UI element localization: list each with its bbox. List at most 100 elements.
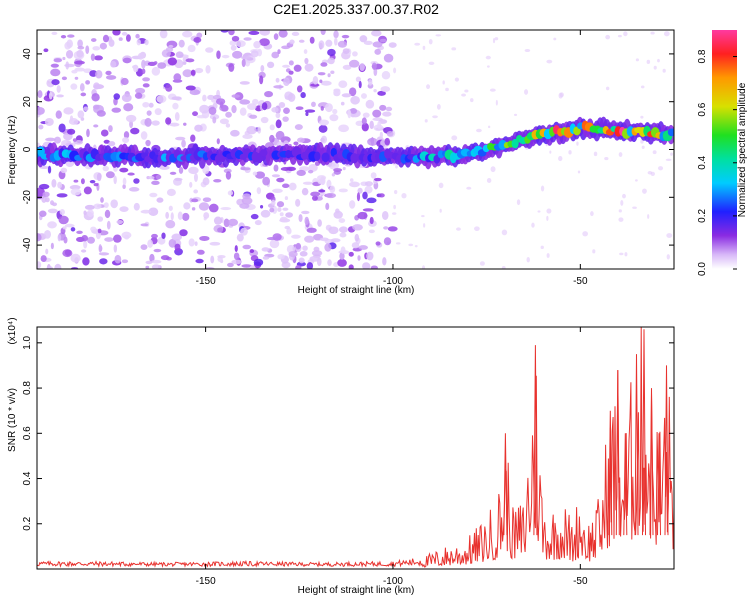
heatmap-speckle — [209, 241, 221, 246]
heatmap-speckle — [296, 85, 303, 93]
heatmap-x-tick-label: -50 — [573, 276, 588, 287]
heatmap-speckle — [177, 211, 183, 220]
heatmap-speckle — [379, 131, 383, 139]
heatmap-speckle — [179, 229, 188, 237]
heatmap-speckle — [228, 30, 235, 36]
heatmap-speckle — [232, 50, 243, 59]
heatmap-speckle — [39, 165, 50, 170]
heatmap-speckle — [479, 261, 485, 266]
snr-peak — [634, 354, 639, 536]
heatmap-speckle — [121, 231, 132, 239]
heatmap-speckle — [42, 191, 50, 198]
heatmap-speckle — [154, 108, 162, 116]
heatmap-speckle — [140, 131, 148, 140]
heatmap-speckle — [38, 210, 47, 217]
heatmap-speckle — [240, 55, 252, 60]
heatmap-speckle — [144, 117, 152, 127]
heatmap-speckle — [320, 62, 328, 67]
heatmap-speckle — [540, 185, 545, 192]
heatmap-speckle — [121, 259, 129, 264]
heatmap-speckle — [160, 255, 170, 261]
heatmap-speckle — [347, 109, 352, 119]
snr-y-scale-label: (x10⁴) — [7, 317, 18, 344]
heatmap-speckle — [432, 115, 438, 119]
heatmap-speckle — [622, 193, 626, 199]
snr-background — [37, 327, 674, 569]
heatmap-speckle — [72, 138, 77, 142]
heatmap-speckle — [100, 197, 104, 203]
heatmap-speckle — [122, 177, 127, 186]
heatmap-speckle — [239, 81, 250, 85]
heatmap-speckle — [476, 128, 482, 133]
heatmap-speckle — [196, 32, 203, 39]
heatmap-speckle — [590, 211, 594, 217]
heatmap-speckle — [151, 66, 161, 76]
heatmap-speckle — [377, 120, 382, 130]
heatmap-speckle — [122, 57, 132, 64]
heatmap-speckle — [383, 237, 392, 246]
heatmap-speckle — [316, 257, 322, 267]
heatmap-speckle — [243, 37, 252, 41]
heatmap-speckle — [240, 167, 251, 171]
heatmap-speckle — [248, 30, 260, 36]
heatmap-speckle — [85, 80, 91, 85]
heatmap-speckle — [320, 106, 324, 111]
heatmap-speckle — [546, 59, 553, 64]
heatmap-speckle — [193, 37, 202, 43]
heatmap-speckle — [319, 79, 323, 84]
heatmap-speckle — [329, 185, 336, 193]
heatmap-speckle — [92, 104, 100, 110]
heatmap-speckle — [333, 37, 338, 46]
heatmap-speckle — [379, 38, 387, 43]
heatmap-speckle — [356, 192, 361, 202]
heatmap-speckle — [317, 72, 326, 76]
heatmap-speckle — [422, 265, 426, 269]
heatmap-speckle — [604, 157, 609, 161]
heatmap-speckle — [371, 62, 377, 71]
heatmap-speckle — [254, 171, 266, 179]
heatmap-speckle — [108, 125, 113, 133]
heatmap-x-tick-label: -150 — [196, 276, 216, 287]
heatmap-speckle — [169, 171, 177, 175]
heatmap-speckle — [111, 107, 122, 113]
snr-y-tick-label: 0.6 — [22, 426, 33, 440]
heatmap-speckle — [663, 31, 670, 37]
heatmap-speckle — [275, 119, 282, 129]
heatmap-speckle — [338, 124, 349, 133]
heatmap-speckle — [279, 212, 284, 217]
snr-y-tick-label: 1.0 — [22, 335, 33, 349]
heatmap-speckle — [110, 60, 117, 68]
heatmap-speckle — [155, 174, 162, 180]
heatmap-speckle — [368, 79, 373, 86]
colorbar-tick-label: 0.4 — [697, 155, 708, 169]
heatmap-speckle — [136, 39, 141, 46]
heatmap-speckle — [337, 40, 348, 48]
heatmap-speckle — [256, 187, 262, 195]
heatmap-speckle — [364, 181, 373, 187]
heatmap-speckle — [235, 40, 246, 48]
heatmap-speckle — [223, 218, 230, 228]
heatmap-speckle — [230, 45, 237, 51]
heatmap-speckle — [174, 112, 180, 121]
heatmap-x-ticks: -150 -100 -50 — [196, 30, 588, 287]
heatmap-y-tick-label: -40 — [22, 237, 33, 252]
heatmap-speckle — [140, 209, 152, 214]
heatmap-speckle — [592, 249, 596, 254]
heatmap-speckle — [48, 92, 53, 100]
heatmap-speckle — [355, 76, 361, 83]
heatmap-speckle — [159, 165, 170, 170]
heatmap-speckle — [267, 61, 275, 69]
heatmap-speckle — [249, 249, 255, 254]
heatmap-speckle — [110, 199, 118, 209]
heatmap-speckle — [373, 177, 382, 182]
heatmap-speckle — [382, 257, 387, 266]
heatmap-speckle — [665, 158, 672, 161]
heatmap-speckle — [666, 233, 673, 238]
heatmap-speckle — [116, 219, 124, 225]
heatmap-speckle — [275, 130, 285, 140]
heatmap-speckle — [352, 51, 358, 57]
heatmap-speckle — [193, 189, 199, 194]
heatmap-ridge-cell — [433, 154, 441, 164]
heatmap-y-ticks: -40 -20 0 20 40 — [22, 48, 674, 252]
heatmap-speckle — [241, 196, 253, 205]
